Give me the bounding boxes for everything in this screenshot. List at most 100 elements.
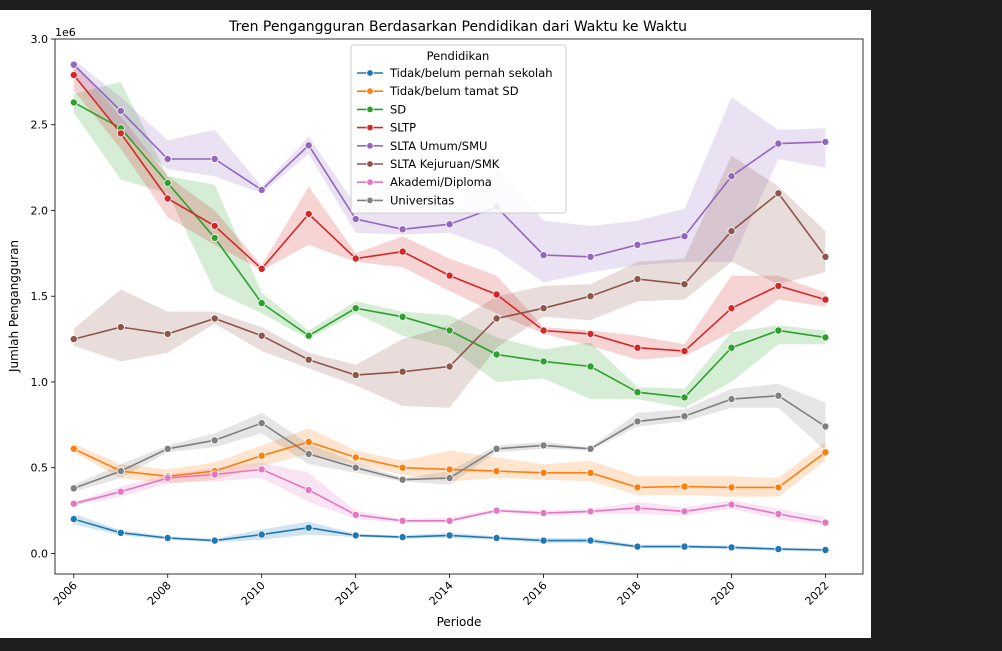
legend-label-tidak-belum-pernah-sekolah: Tidak/belum pernah sekolah: [389, 66, 553, 80]
point-tidak-belum-tamat-sd-2013: [398, 463, 407, 472]
point-sd-2017: [586, 362, 595, 371]
point-tidak-belum-tamat-sd-2010: [257, 451, 266, 460]
x-tick-label: 2008: [145, 579, 174, 608]
point-sltp-2007: [116, 129, 125, 138]
point-tidak-belum-tamat-sd-2017: [586, 468, 595, 477]
legend-title: Pendidikan: [427, 49, 490, 63]
point-akademi-diploma-2022: [821, 518, 830, 527]
legend-marker-slta-umum-smu: [366, 142, 374, 150]
point-akademi-diploma-2009: [210, 470, 219, 479]
point-tidak-belum-pernah-sekolah-2016: [539, 536, 548, 545]
point-universitas-2006: [69, 484, 78, 493]
point-universitas-2014: [445, 473, 454, 482]
legend-label-slta-umum-smu: SLTA Umum/SMU: [390, 139, 487, 153]
point-slta-kejuruan-smk-2022: [821, 252, 830, 261]
point-tidak-belum-pernah-sekolah-2021: [774, 545, 783, 554]
x-tick-label: 2016: [521, 579, 550, 608]
legend-marker-tidak-belum-tamat-sd: [366, 87, 374, 95]
point-tidak-belum-pernah-sekolah-2014: [445, 531, 454, 540]
legend-label-sd: SD: [390, 102, 406, 116]
point-slta-umum-smu-2016: [539, 251, 548, 260]
point-universitas-2017: [586, 444, 595, 453]
point-tidak-belum-pernah-sekolah-2019: [680, 542, 689, 551]
y-tick-label: 2.0: [31, 204, 49, 217]
point-slta-umum-smu-2018: [633, 240, 642, 249]
legend-items: Tidak/belum pernah sekolah Tidak/belum ta…: [357, 66, 553, 207]
point-slta-umum-smu-2007: [116, 107, 125, 116]
point-sd-2021: [774, 326, 783, 335]
point-akademi-diploma-2018: [633, 503, 642, 512]
point-tidak-belum-pernah-sekolah-2006: [69, 515, 78, 524]
point-sltp-2015: [492, 290, 501, 299]
point-sd-2016: [539, 357, 548, 366]
legend-marker-tidak-belum-pernah-sekolah: [366, 69, 374, 77]
point-tidak-belum-pernah-sekolah-2015: [492, 534, 501, 543]
chart-title: Tren Pengangguran Berdasarkan Pendidikan…: [228, 19, 687, 35]
y-tick-label: 1.5: [31, 290, 49, 303]
point-universitas-2019: [680, 412, 689, 421]
point-slta-umum-smu-2022: [821, 137, 830, 146]
point-sltp-2009: [210, 221, 219, 230]
point-sltp-2013: [398, 247, 407, 256]
point-tidak-belum-pernah-sekolah-2011: [304, 523, 313, 532]
point-akademi-diploma-2006: [69, 499, 78, 508]
x-tick-label: 2010: [239, 579, 268, 608]
point-tidak-belum-pernah-sekolah-2022: [821, 546, 830, 555]
point-slta-kejuruan-smk-2020: [727, 227, 736, 236]
series-markers: [69, 60, 830, 555]
point-sd-2022: [821, 333, 830, 342]
point-slta-kejuruan-smk-2010: [257, 331, 266, 340]
point-sd-2006: [69, 98, 78, 107]
point-slta-umum-smu-2021: [774, 139, 783, 148]
point-akademi-diploma-2012: [351, 510, 360, 519]
point-universitas-2020: [727, 395, 736, 404]
point-sd-2015: [492, 350, 501, 359]
x-tick-label: 2022: [803, 579, 832, 608]
point-slta-kejuruan-smk-2013: [398, 367, 407, 376]
point-slta-kejuruan-smk-2016: [539, 304, 548, 313]
point-slta-umum-smu-2019: [680, 232, 689, 241]
legend-marker-slta-kejuruan-smk: [366, 160, 374, 168]
x-tick-label: 2012: [333, 579, 362, 608]
point-sd-2010: [257, 299, 266, 308]
legend-label-sltp: SLTP: [390, 121, 416, 135]
point-tidak-belum-pernah-sekolah-2017: [586, 536, 595, 545]
y-tick-label: 3.0: [31, 33, 49, 46]
x-tick-label: 2020: [709, 579, 738, 608]
point-slta-kejuruan-smk-2017: [586, 292, 595, 301]
point-akademi-diploma-2011: [304, 485, 313, 494]
point-slta-umum-smu-2011: [304, 141, 313, 150]
point-sltp-2017: [586, 329, 595, 338]
y-axis-offset-label: 1e6: [55, 26, 76, 39]
point-tidak-belum-tamat-sd-2019: [680, 482, 689, 491]
point-slta-kejuruan-smk-2008: [163, 329, 172, 338]
point-sltp-2020: [727, 304, 736, 313]
point-tidak-belum-pernah-sekolah-2018: [633, 542, 642, 551]
point-sd-2009: [210, 233, 219, 242]
point-slta-umum-smu-2017: [586, 252, 595, 261]
point-slta-kejuruan-smk-2012: [351, 371, 360, 380]
point-akademi-diploma-2015: [492, 506, 501, 515]
point-sltp-2006: [69, 71, 78, 80]
point-tidak-belum-tamat-sd-2022: [821, 448, 830, 457]
point-tidak-belum-tamat-sd-2006: [69, 444, 78, 453]
y-axis-ticks: 0.0 0.5 1.0 1.5 2.0 2.5 3.0: [31, 33, 55, 560]
legend-box: [350, 44, 567, 214]
band-tidak-belum-tamat-sd: [73, 428, 826, 497]
legend-label-akademi-diploma: Akademi/Diploma: [390, 175, 492, 189]
chart-figure: Tren Pengangguran Berdasarkan Pendidikan…: [0, 10, 871, 638]
y-axis-label: Jumlah Pengangguran: [7, 240, 21, 373]
point-slta-umum-smu-2009: [210, 154, 219, 163]
point-sd-2011: [304, 331, 313, 340]
point-akademi-diploma-2013: [398, 516, 407, 525]
x-tick-label: 2014: [427, 579, 456, 608]
point-tidak-belum-tamat-sd-2015: [492, 467, 501, 476]
point-slta-umum-smu-2013: [398, 225, 407, 234]
x-axis-label: Periode: [437, 615, 482, 629]
point-slta-umum-smu-2012: [351, 214, 360, 223]
y-tick-label: 0.0: [31, 547, 49, 560]
point-akademi-diploma-2017: [586, 507, 595, 516]
point-universitas-2012: [351, 463, 360, 472]
point-sd-2013: [398, 312, 407, 321]
legend-label-tidak-belum-tamat-sd: Tidak/belum tamat SD: [389, 84, 519, 98]
